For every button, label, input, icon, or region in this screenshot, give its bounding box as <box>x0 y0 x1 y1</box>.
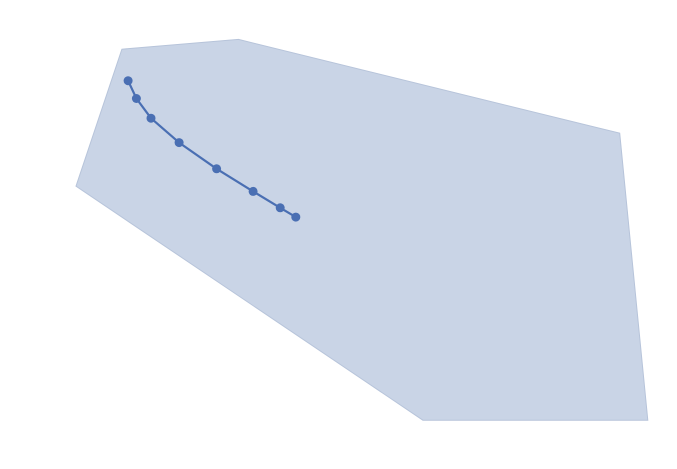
data-point <box>275 203 285 213</box>
data-point <box>174 138 184 148</box>
region-layer <box>75 38 649 421</box>
data-point <box>291 212 301 222</box>
data-point <box>131 94 141 103</box>
data-point <box>146 113 156 123</box>
data-point <box>212 164 222 174</box>
series-layer <box>123 76 301 222</box>
data-point <box>248 186 258 196</box>
data-point <box>123 76 133 86</box>
shaded-region <box>75 38 649 421</box>
